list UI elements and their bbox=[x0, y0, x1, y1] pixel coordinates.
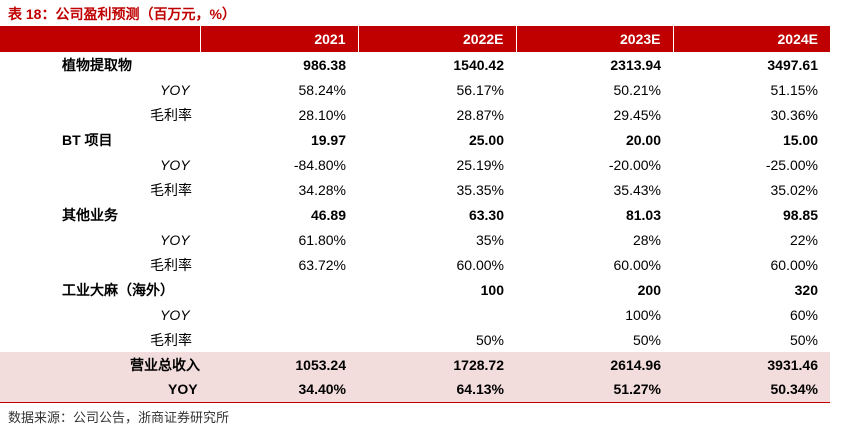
value-cell: 61.80% bbox=[298, 231, 346, 248]
value-cell: 3497.61 bbox=[767, 56, 818, 73]
value-cell: 50.21% bbox=[613, 81, 661, 98]
value-cell bbox=[200, 302, 358, 327]
table-caption: 表 18：公司盈利预测（百万元，%） bbox=[8, 6, 236, 22]
row-label: 工业大麻（海外） bbox=[62, 281, 174, 298]
value-cell: 50% bbox=[789, 331, 818, 348]
row-label: YOY bbox=[160, 231, 190, 248]
row-label: YOY bbox=[160, 81, 190, 98]
value-cell: 56.17% bbox=[456, 81, 504, 98]
header-cell-2022e: 2022E bbox=[358, 26, 517, 52]
row-label: 其他业务 bbox=[62, 206, 118, 223]
header-cell-2024e: 2024E bbox=[673, 26, 830, 52]
value-cell bbox=[200, 277, 358, 302]
value-cell: -20.00% bbox=[608, 156, 661, 173]
value-cell: 320 bbox=[794, 281, 818, 298]
value-cell: 81.03 bbox=[625, 206, 661, 223]
table-row: BT 项目 19.97 25.00 20.00 15.00 bbox=[0, 127, 830, 152]
table-row: YOY 61.80% 35% 28% 22% bbox=[0, 227, 830, 252]
value-cell: 19.97 bbox=[310, 131, 346, 148]
value-cell: 50% bbox=[632, 331, 661, 348]
value-cell: 15.00 bbox=[782, 131, 818, 148]
value-cell: -84.80% bbox=[293, 156, 346, 173]
forecast-table: 2021 2022E 2023E 2024E 植物提取物 986.38 1540.4… bbox=[0, 26, 830, 403]
table-row: 毛利率 63.72% 60.00% 60.00% 60.00% bbox=[0, 252, 830, 277]
table-row: 毛利率 28.10% 28.87% 29.45% 30.36% bbox=[0, 102, 830, 127]
table-row: YOY 34.40% 64.13% 51.27% 50.34% bbox=[0, 377, 830, 403]
row-label: YOY bbox=[0, 377, 200, 403]
value-cell: 30.36% bbox=[770, 106, 818, 123]
value-cell: 28.87% bbox=[456, 106, 504, 123]
value-cell: 34.40% bbox=[200, 377, 358, 403]
row-label: YOY bbox=[160, 306, 190, 323]
value-cell: 100 bbox=[480, 281, 504, 298]
value-cell: 200 bbox=[637, 281, 661, 298]
table-row: YOY -84.80% 25.19% -20.00% -25.00% bbox=[0, 152, 830, 177]
table-row: 工业大麻（海外） 100 200 320 bbox=[0, 277, 830, 302]
value-cell: 60.00% bbox=[770, 256, 818, 273]
value-cell: 3931.46 bbox=[673, 352, 830, 377]
value-cell bbox=[200, 327, 358, 352]
value-cell: 1728.72 bbox=[358, 352, 516, 377]
value-cell: 28% bbox=[632, 231, 661, 248]
table-row: 营业总收入 1053.24 1728.72 2614.96 3931.46 bbox=[0, 352, 830, 377]
row-label: 营业总收入 bbox=[0, 352, 200, 377]
value-cell: 1540.42 bbox=[453, 56, 504, 73]
row-label: 毛利率 bbox=[150, 106, 192, 123]
value-cell: 35.35% bbox=[456, 181, 504, 198]
value-cell: 58.24% bbox=[298, 81, 346, 98]
value-cell: 35.43% bbox=[613, 181, 661, 198]
table-row: 其他业务 46.89 63.30 81.03 98.85 bbox=[0, 202, 830, 227]
value-cell: 60.00% bbox=[456, 256, 504, 273]
value-cell: 51.27% bbox=[516, 377, 673, 403]
value-cell: 63.30 bbox=[468, 206, 504, 223]
value-cell: 60% bbox=[789, 306, 818, 323]
value-cell: -25.00% bbox=[765, 156, 818, 173]
header-cell-2023e: 2023E bbox=[516, 26, 674, 52]
header-cell-label bbox=[0, 26, 201, 52]
value-cell: 20.00 bbox=[625, 131, 661, 148]
value-cell: 64.13% bbox=[358, 377, 516, 403]
source-note: 数据来源：公司公告，浙商证券研究所 bbox=[8, 410, 230, 425]
header-cell-2021: 2021 bbox=[200, 26, 359, 52]
row-label: YOY bbox=[160, 156, 190, 173]
row-label: 毛利率 bbox=[150, 181, 192, 198]
value-cell: 51.15% bbox=[770, 81, 818, 98]
table-row: 毛利率 34.28% 35.35% 35.43% 35.02% bbox=[0, 177, 830, 202]
value-cell: 98.85 bbox=[782, 206, 818, 223]
value-cell: 2313.94 bbox=[610, 56, 661, 73]
value-cell: 46.89 bbox=[310, 206, 346, 223]
value-cell: 2614.96 bbox=[516, 352, 673, 377]
value-cell: 25.00 bbox=[468, 131, 504, 148]
value-cell: 35% bbox=[475, 231, 504, 248]
value-cell: 60.00% bbox=[613, 256, 661, 273]
table-row: YOY 100% 60% bbox=[0, 302, 830, 327]
value-cell: 34.28% bbox=[298, 181, 346, 198]
row-label: 毛利率 bbox=[150, 256, 192, 273]
row-label: BT 项目 bbox=[62, 131, 113, 148]
value-cell: 63.72% bbox=[298, 256, 346, 273]
value-cell bbox=[358, 302, 516, 327]
value-cell: 35.02% bbox=[770, 181, 818, 198]
table-row: YOY 58.24% 56.17% 50.21% 51.15% bbox=[0, 77, 830, 102]
value-cell: 29.45% bbox=[613, 106, 661, 123]
value-cell: 50.34% bbox=[673, 377, 830, 403]
value-cell: 25.19% bbox=[456, 156, 504, 173]
row-label: 毛利率 bbox=[150, 331, 192, 348]
value-cell: 22% bbox=[789, 231, 818, 248]
table-row: 毛利率 50% 50% 50% bbox=[0, 327, 830, 352]
table-row: 植物提取物 986.38 1540.42 2313.94 3497.61 bbox=[0, 52, 830, 77]
value-cell: 1053.24 bbox=[200, 352, 358, 377]
value-cell: 50% bbox=[475, 331, 504, 348]
value-cell: 28.10% bbox=[298, 106, 346, 123]
table-header-row: 2021 2022E 2023E 2024E bbox=[0, 26, 830, 52]
value-cell: 986.38 bbox=[303, 56, 346, 73]
row-label: 植物提取物 bbox=[62, 56, 132, 73]
value-cell: 100% bbox=[625, 306, 661, 323]
